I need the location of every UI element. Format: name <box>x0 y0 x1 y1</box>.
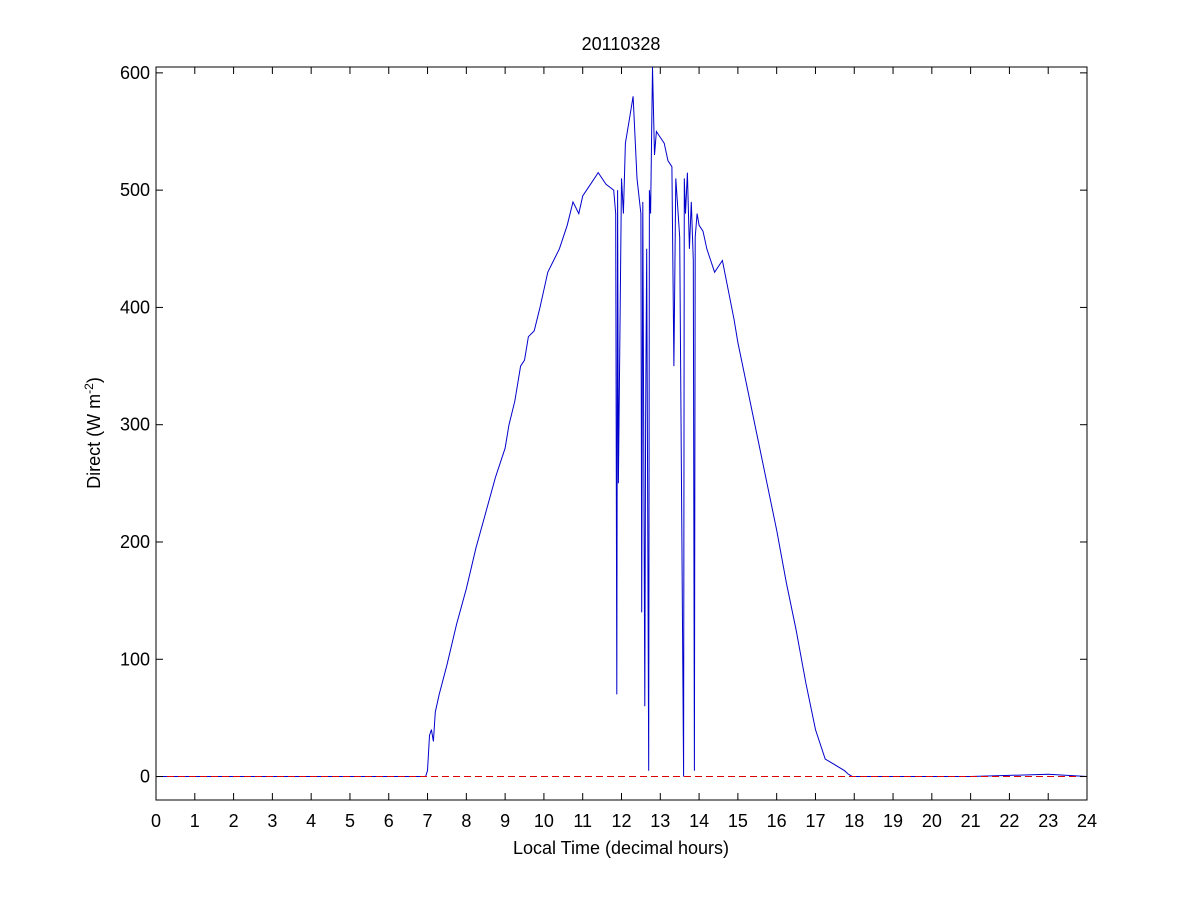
x-tick-label: 6 <box>384 811 394 831</box>
x-tick-label: 11 <box>573 811 592 831</box>
y-tick-label: 200 <box>120 532 150 552</box>
y-tick-label: 100 <box>120 649 150 669</box>
x-tick-label: 22 <box>999 811 1019 831</box>
x-tick-label: 3 <box>267 811 277 831</box>
y-axis-label-superscript: -2 <box>82 383 96 394</box>
x-tick-label: 4 <box>306 811 316 831</box>
y-tick-label: 300 <box>120 415 150 435</box>
tick-layer: 0 1 2 3 4 5 6 7 8 9 10 11 12 13 14 15 16 17 18 19 20 21 22 23 24… <box>120 63 1097 831</box>
x-tick-label: 24 <box>1077 811 1097 831</box>
x-tick-label: 10 <box>534 811 554 831</box>
x-tick-label: 5 <box>345 811 355 831</box>
y-tick-label: 600 <box>120 63 150 83</box>
x-tick-label: 19 <box>883 811 903 831</box>
x-tick-label: 21 <box>961 811 981 831</box>
x-tick-label: 18 <box>844 811 864 831</box>
plot-area: 0 1 2 3 4 5 6 7 8 9 10 11 12 13 14 15 16 17 18 19 20 21 22 23 24… <box>120 63 1097 831</box>
x-tick-label: 14 <box>689 811 709 831</box>
y-axis-label: Direct (W m-2) <box>82 377 104 489</box>
chart-title: 20110328 <box>582 34 661 54</box>
series-layer <box>156 66 1088 777</box>
y-tick-label: 0 <box>140 767 150 787</box>
x-tick-label: 12 <box>611 811 631 831</box>
x-tick-label: 23 <box>1038 811 1058 831</box>
x-tick-label: 0 <box>151 811 161 831</box>
x-axis-label: Local Time (decimal hours) <box>513 838 729 858</box>
y-axis-label-suffix: ) <box>84 377 104 383</box>
x-tick-label: 20 <box>922 811 942 831</box>
y-tick-label: 500 <box>120 180 150 200</box>
x-tick-label: 9 <box>500 811 510 831</box>
x-tick-label: 7 <box>423 811 433 831</box>
x-tick-label: 13 <box>650 811 670 831</box>
x-tick-label: 2 <box>229 811 239 831</box>
x-tick-label: 17 <box>805 811 825 831</box>
x-tick-label: 16 <box>767 811 787 831</box>
y-tick-label: 400 <box>120 297 150 317</box>
x-tick-label: 1 <box>190 811 200 831</box>
axes-box <box>155 66 1088 801</box>
x-tick-label: 8 <box>461 811 471 831</box>
direct-irradiance-line <box>156 66 1088 777</box>
x-tick-label: 15 <box>728 811 748 831</box>
y-axis-label-prefix: Direct (W m <box>84 394 104 489</box>
